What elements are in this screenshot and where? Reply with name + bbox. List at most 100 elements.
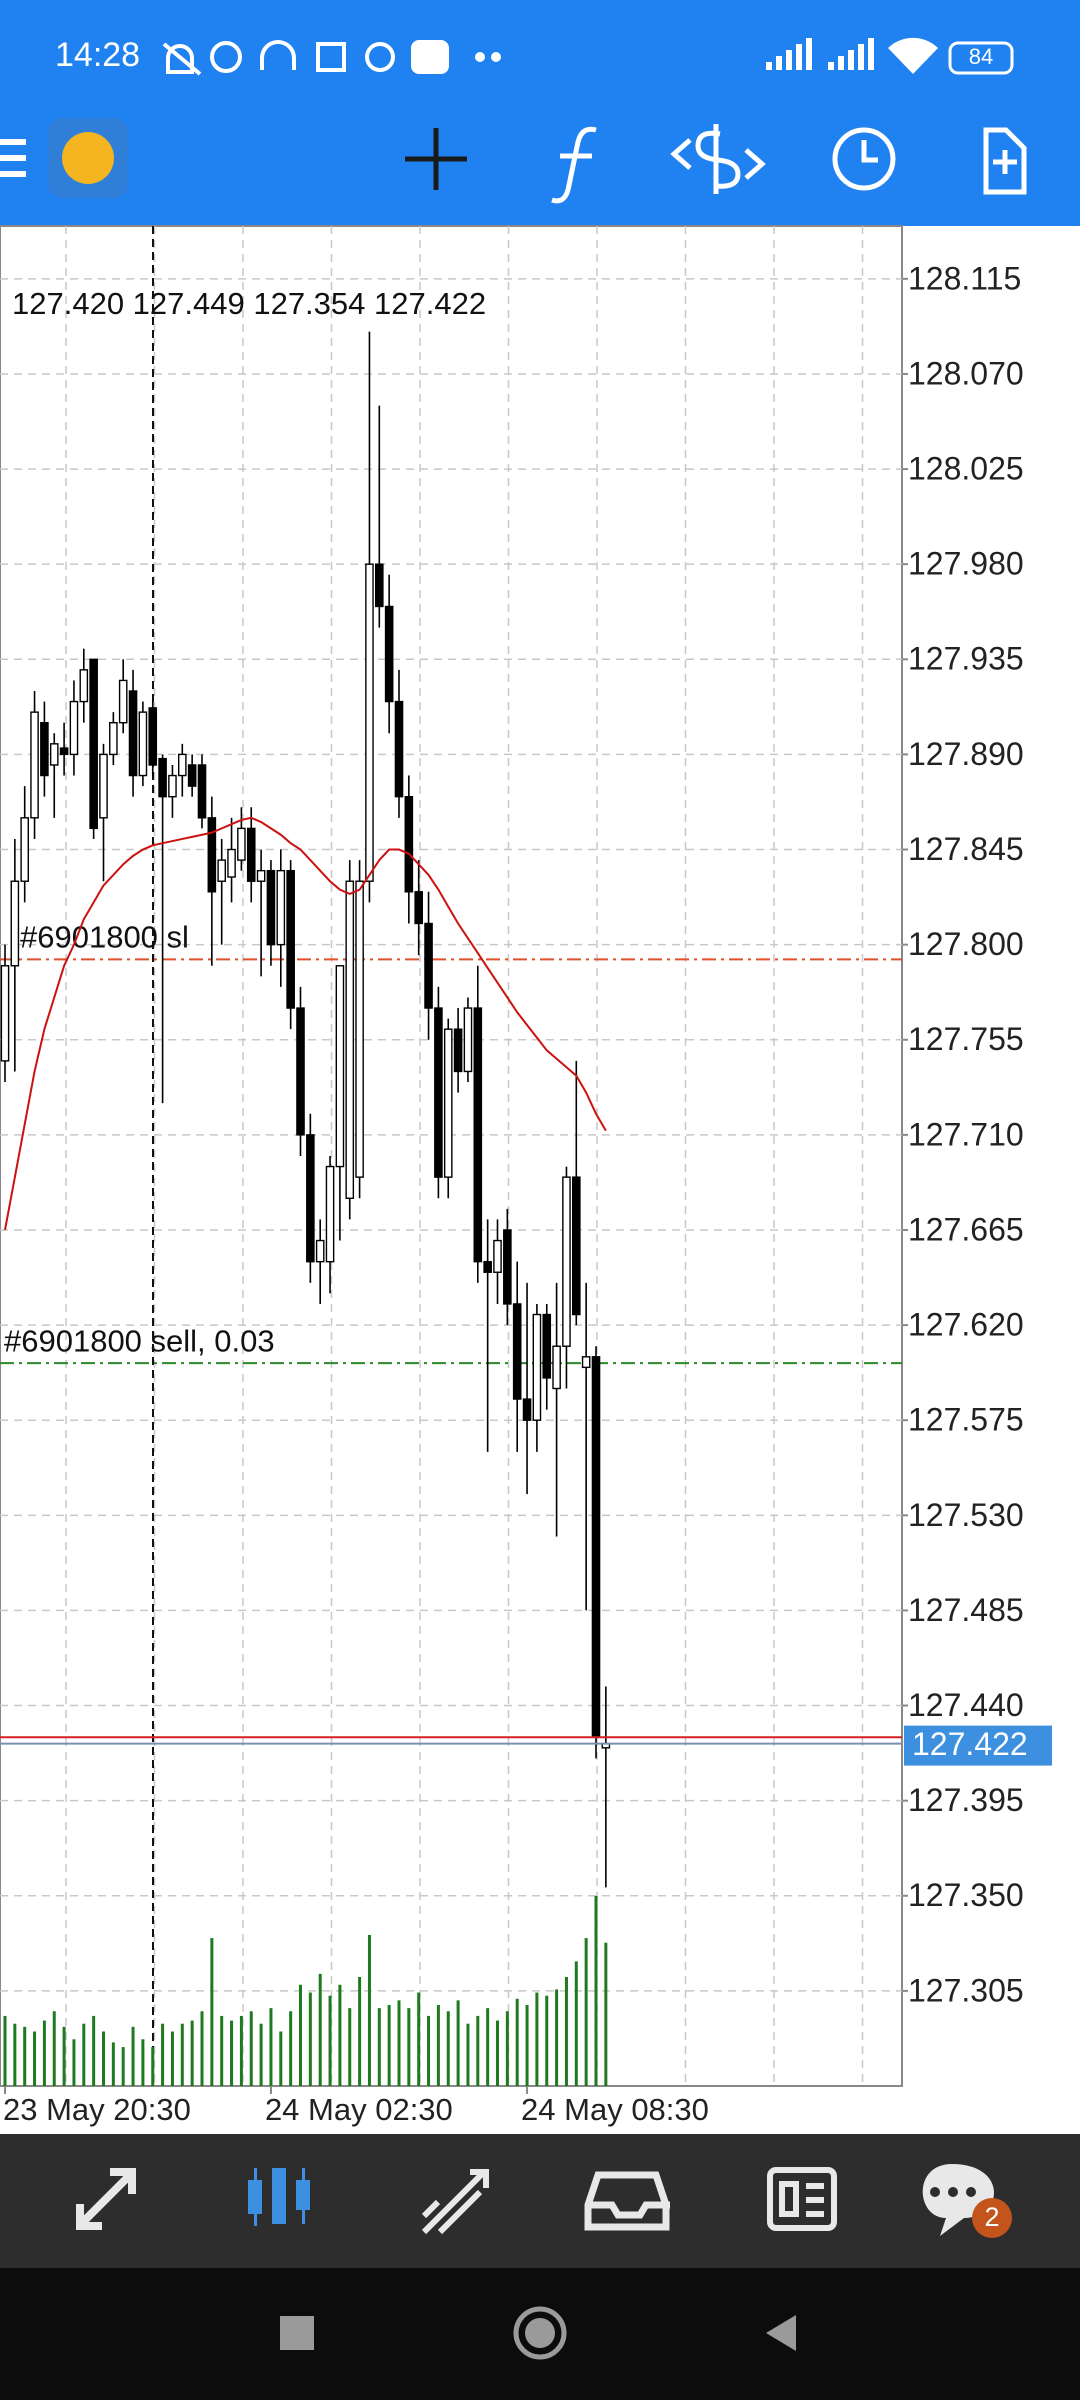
candle-body bbox=[49, 743, 59, 766]
history-tab[interactable] bbox=[584, 2171, 670, 2231]
trade-tab[interactable] bbox=[421, 2169, 489, 2235]
badge-count: 2 bbox=[984, 2202, 999, 2232]
x-tick-label: 23 May 20:30 bbox=[3, 2092, 191, 2127]
back-button[interactable] bbox=[766, 2315, 796, 2351]
template-button[interactable] bbox=[983, 127, 1027, 195]
candle-body bbox=[0, 965, 10, 1062]
status-icons bbox=[162, 40, 501, 76]
crosshair-button[interactable] bbox=[405, 128, 467, 190]
indicator-button[interactable] bbox=[551, 126, 597, 204]
volume-bar bbox=[367, 1934, 371, 2086]
volume-bar bbox=[33, 2031, 37, 2086]
candle-body bbox=[237, 827, 246, 861]
candle-body bbox=[118, 679, 128, 724]
recents-button[interactable] bbox=[280, 2316, 314, 2350]
volume-bar bbox=[584, 1938, 588, 2086]
signal-icons bbox=[766, 37, 938, 74]
x-tick-label: 24 May 08:30 bbox=[521, 2092, 709, 2127]
candle-body bbox=[325, 1165, 335, 1263]
messages-tab[interactable] bbox=[922, 2164, 995, 2236]
home-button[interactable] bbox=[513, 2306, 567, 2360]
battery-level: 84 bbox=[969, 44, 993, 69]
y-tick-label: 127.620 bbox=[908, 1307, 1024, 1343]
y-tick-label: 127.305 bbox=[908, 1972, 1024, 2008]
y-tick-label: 127.350 bbox=[908, 1877, 1024, 1913]
candle-body bbox=[384, 605, 394, 703]
candle-body bbox=[572, 1176, 581, 1316]
volume-bar bbox=[417, 1992, 421, 2086]
trade-button[interactable] bbox=[670, 124, 766, 194]
volume-bar bbox=[82, 2023, 86, 2086]
volume-bar bbox=[407, 2008, 411, 2086]
candle-body bbox=[463, 1007, 473, 1073]
battery bbox=[948, 41, 1014, 75]
menu-button[interactable] bbox=[0, 139, 26, 177]
period-button[interactable] bbox=[832, 127, 896, 191]
volume-bar bbox=[220, 2015, 224, 2086]
ohlc-info: 127.420 127.449 127.354 127.422 bbox=[12, 286, 486, 321]
candle-body bbox=[276, 869, 286, 946]
chart-tab[interactable] bbox=[248, 2168, 310, 2226]
volume-bar bbox=[358, 1976, 362, 2086]
volume-bar bbox=[515, 1998, 519, 2086]
candle-body bbox=[394, 700, 404, 798]
y-tick-label: 127.575 bbox=[908, 1402, 1024, 1438]
candle-body bbox=[345, 880, 355, 1199]
y-tick-label: 128.070 bbox=[908, 355, 1024, 391]
candle-body bbox=[434, 1007, 443, 1178]
candle-body bbox=[414, 891, 424, 925]
candle-body bbox=[256, 869, 266, 882]
volume-bar bbox=[210, 1938, 214, 2086]
volume-bar bbox=[535, 1992, 539, 2086]
volume-bar bbox=[456, 2000, 460, 2086]
volume-bar bbox=[545, 1995, 549, 2086]
bid-label-box bbox=[904, 1725, 1052, 1766]
volume-bar bbox=[466, 2023, 470, 2086]
y-tick-label: 127.485 bbox=[908, 1592, 1024, 1628]
volume-bar bbox=[200, 2011, 204, 2086]
candle-body bbox=[512, 1303, 522, 1400]
candle-body bbox=[187, 764, 197, 787]
candle-body bbox=[168, 774, 177, 798]
volume-bar bbox=[308, 1992, 312, 2086]
candle-body bbox=[286, 869, 295, 1009]
candle-body bbox=[493, 1239, 502, 1273]
candle-body bbox=[542, 1313, 552, 1379]
candle-body bbox=[177, 753, 187, 777]
volume-bar bbox=[594, 1896, 598, 2086]
candle-body bbox=[40, 722, 49, 777]
volume-bar bbox=[52, 2011, 56, 2086]
candle-body bbox=[562, 1176, 571, 1347]
candle-body bbox=[581, 1356, 591, 1369]
volume-bar bbox=[42, 2020, 46, 2086]
volume-bar bbox=[525, 2005, 529, 2086]
news-tab[interactable] bbox=[767, 2167, 837, 2231]
quotes-tab[interactable] bbox=[76, 2168, 136, 2230]
y-tick-label: 127.440 bbox=[908, 1687, 1024, 1723]
candle-body bbox=[404, 795, 414, 893]
volume-bar bbox=[180, 2023, 184, 2086]
y-tick-label: 128.115 bbox=[908, 260, 1021, 296]
volume-bar bbox=[111, 2042, 115, 2086]
bottom-nav bbox=[0, 2134, 1080, 2268]
volume-bar bbox=[151, 2047, 155, 2086]
volume-bar bbox=[131, 2026, 135, 2086]
volume-bar bbox=[23, 2026, 27, 2086]
volume-bar bbox=[170, 2031, 174, 2086]
volume-bar bbox=[348, 2008, 352, 2086]
volume-bar bbox=[564, 1976, 568, 2086]
candle-body bbox=[89, 658, 98, 830]
candle-body bbox=[266, 869, 276, 946]
clock: 14:28 bbox=[55, 36, 140, 74]
candle-body bbox=[246, 827, 256, 882]
volume-bar bbox=[72, 2039, 76, 2086]
candle-body bbox=[227, 848, 236, 878]
moving-average bbox=[4, 816, 607, 1231]
y-tick-label: 128.025 bbox=[908, 451, 1024, 487]
volume-bar bbox=[446, 2011, 450, 2086]
candle-body bbox=[424, 922, 433, 1009]
y-tick-label: 127.530 bbox=[908, 1497, 1024, 1533]
volume-bar bbox=[141, 2039, 145, 2086]
candle-body bbox=[109, 722, 118, 756]
bid-label: 127.422 bbox=[912, 1726, 1028, 1762]
